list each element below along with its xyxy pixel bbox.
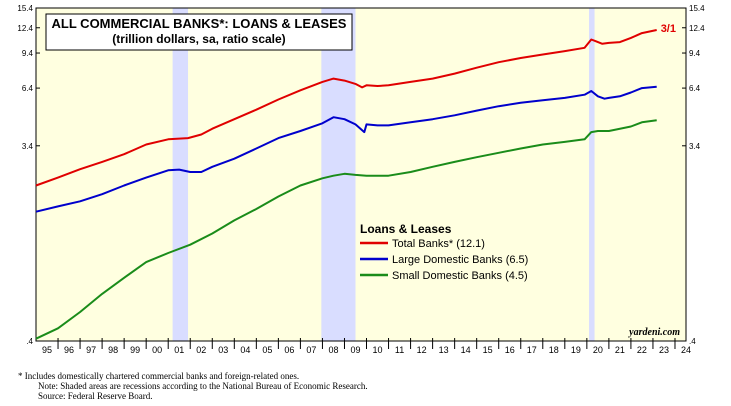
x-tick-label: 09 [350, 345, 360, 355]
footnote-2: Note: Shaded areas are recessions accord… [38, 381, 368, 391]
x-tick-label: 02 [196, 345, 206, 355]
x-tick-label: 24 [681, 345, 691, 355]
series-line-1 [35, 29, 657, 187]
x-tick-label: 95 [42, 345, 52, 355]
y-tick-label-left: 12.4 [17, 24, 33, 33]
y-axis-ticks: 15.4 15.4 12.4 12.4 9.4 9.4 6.4 6.4 3.4 3.4 .4 .4 [17, 4, 705, 346]
x-tick-label: 11 [395, 345, 404, 355]
legend-title: Loans & Leases [360, 222, 452, 236]
legend-label-2: Large Domestic Banks (6.5) [392, 254, 528, 266]
series-line-2 [35, 85, 657, 213]
series-lines [35, 29, 657, 340]
x-axis-ticks: 95 96 97 98 99 00 01 02 03 04 05 06 07 08 09 10 11 12 13 14… [35, 338, 691, 355]
y-tick-label-left: 6.4 [22, 84, 34, 93]
legend-label-1: Total Banks* (12.1) [392, 238, 485, 250]
y-tick-label-right: 9.4 [689, 49, 701, 58]
chart-title: ALL COMMERCIAL BANKS*: LOANS & LEASES [52, 16, 347, 31]
legend-label-3: Small Domestic Banks (4.5) [392, 270, 528, 282]
x-tick-label: 12 [417, 345, 427, 355]
y-tick-label-right: 6.4 [689, 84, 701, 93]
x-tick-label: 99 [130, 345, 140, 355]
y-tick-label-left: 3.4 [22, 142, 34, 151]
x-tick-label: 04 [240, 345, 250, 355]
x-tick-label: 06 [284, 345, 294, 355]
footnote-3: Source: Federal Reserve Board. [38, 391, 152, 401]
credit-label: yardeni.com [628, 327, 680, 338]
x-tick-label: 96 [64, 345, 74, 355]
y-tick-label-right: 12.4 [689, 24, 705, 33]
footnote-1: * Includes domestically chartered commer… [18, 371, 299, 381]
x-tick-label: 07 [306, 345, 316, 355]
x-tick-label: 15 [483, 345, 493, 355]
y-tick-label-left: 15.4 [17, 4, 33, 13]
x-tick-label: 21 [615, 345, 625, 355]
legend: Loans & Leases Total Banks* (12.1) Large … [360, 222, 528, 282]
y-tick-label-right: .4 [689, 337, 696, 346]
chart-subtitle: (trillion dollars, sa, ratio scale) [112, 32, 285, 46]
x-tick-label: 18 [549, 345, 559, 355]
x-tick-label: 00 [152, 345, 162, 355]
x-tick-label: 20 [593, 345, 603, 355]
x-tick-label: 03 [218, 345, 228, 355]
x-tick-label: 10 [373, 345, 383, 355]
latest-date-annotation: 3/1 [661, 23, 676, 35]
x-tick-label: 16 [505, 345, 515, 355]
x-tick-label: 98 [108, 345, 118, 355]
chart-title-box: ALL COMMERCIAL BANKS*: LOANS & LEASES (t… [45, 13, 353, 51]
recession-band [172, 8, 189, 341]
x-tick-label: 05 [262, 345, 272, 355]
y-tick-label-right: 3.4 [689, 142, 701, 151]
y-tick-label-right: 15.4 [689, 4, 705, 13]
x-tick-label: 13 [439, 345, 449, 355]
recession-band [589, 8, 595, 341]
x-tick-label: 14 [461, 345, 471, 355]
series-line-3 [35, 119, 657, 340]
x-tick-label: 08 [328, 345, 338, 355]
x-tick-label: 01 [174, 345, 184, 355]
x-tick-label: 19 [571, 345, 581, 355]
x-tick-label: 23 [659, 345, 669, 355]
x-tick-label: 97 [86, 345, 96, 355]
y-tick-label-left: 9.4 [22, 49, 34, 58]
x-tick-label: 22 [637, 345, 647, 355]
y-tick-label-left: .4 [26, 337, 33, 346]
x-tick-label: 17 [527, 345, 537, 355]
